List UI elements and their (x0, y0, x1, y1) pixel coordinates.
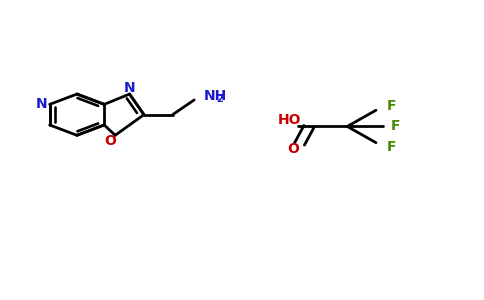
Text: NH: NH (204, 88, 227, 103)
Text: 2: 2 (217, 94, 224, 104)
Text: F: F (390, 119, 400, 134)
Text: F: F (387, 99, 396, 113)
Text: N: N (36, 98, 48, 111)
Text: HO: HO (278, 113, 302, 127)
Text: O: O (105, 134, 116, 148)
Text: N: N (124, 81, 136, 94)
Text: F: F (387, 140, 396, 154)
Text: O: O (287, 142, 299, 156)
